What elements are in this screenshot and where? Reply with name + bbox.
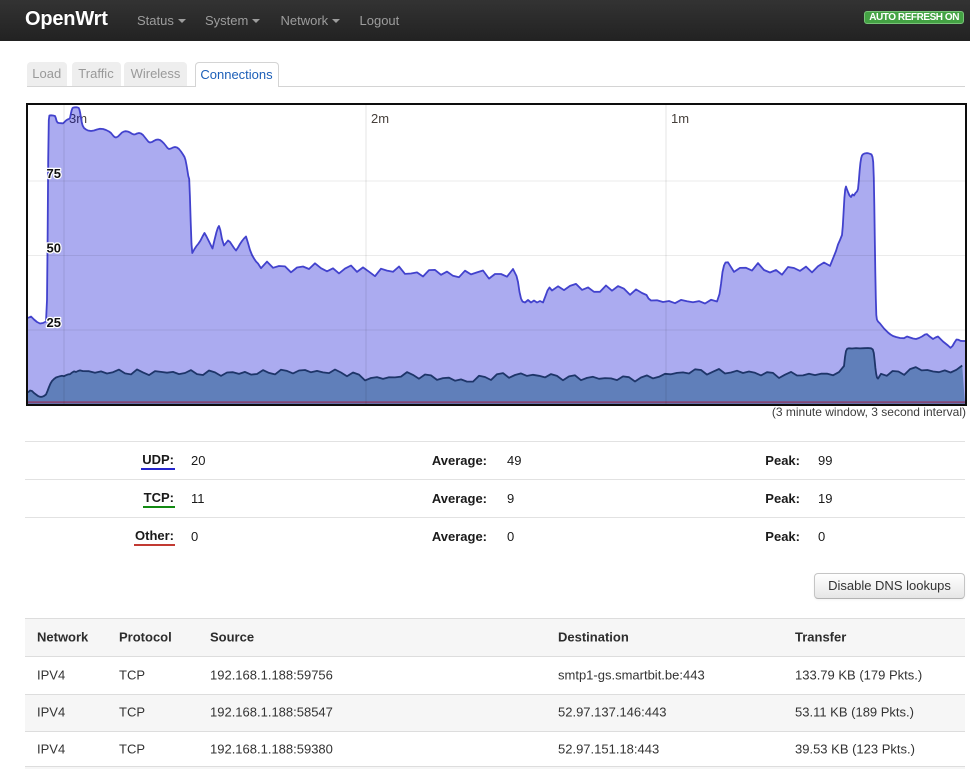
svg-text:50: 50 bbox=[47, 241, 61, 256]
svg-text:75: 75 bbox=[47, 166, 61, 181]
svg-text:25: 25 bbox=[47, 315, 61, 330]
svg-text:2m: 2m bbox=[371, 111, 389, 126]
svg-text:1m: 1m bbox=[671, 111, 689, 126]
